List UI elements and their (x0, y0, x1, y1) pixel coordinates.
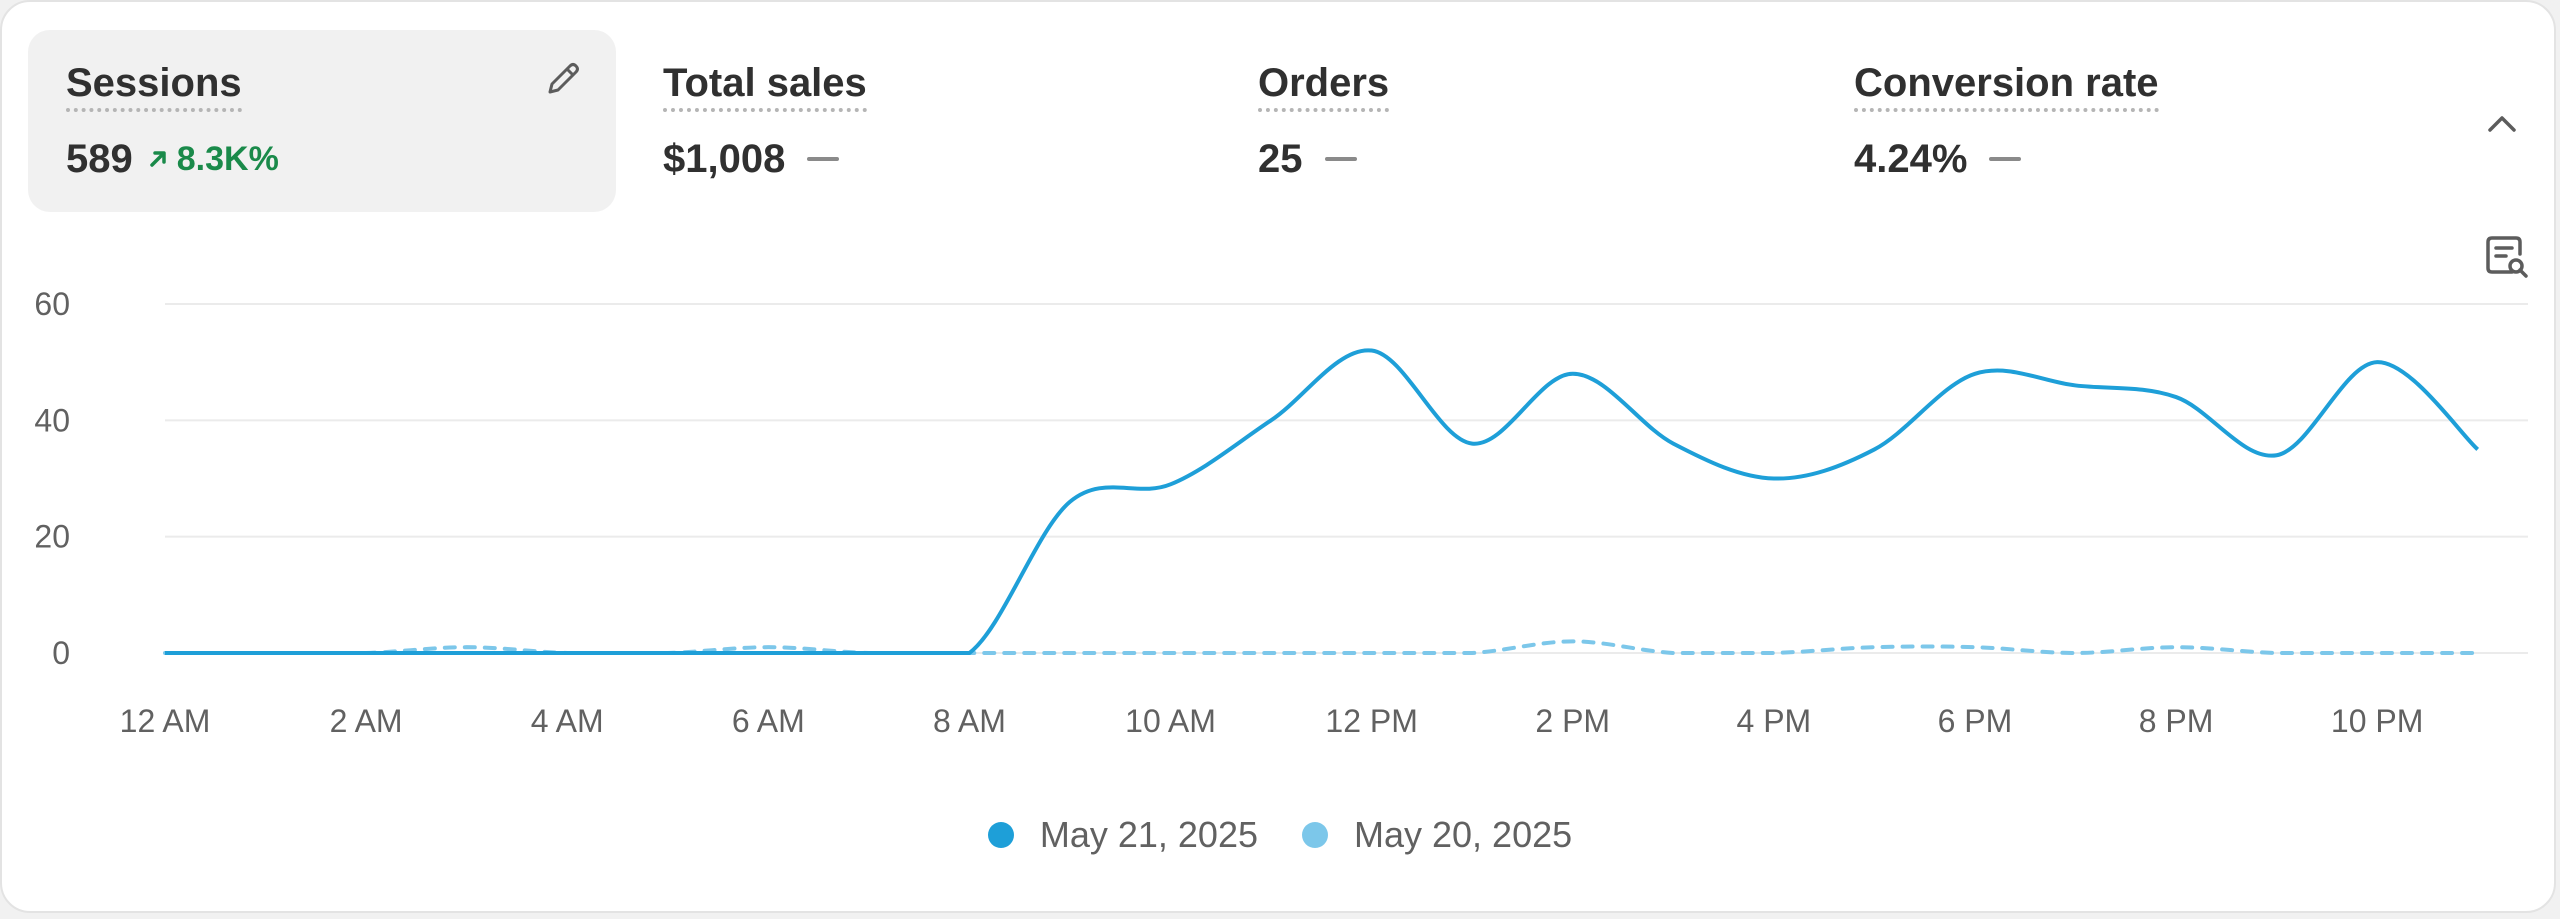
x-tick-label: 4 AM (531, 703, 604, 739)
metric-tab-orders[interactable]: Orders 25 (1220, 30, 1808, 212)
no-change-dash (807, 157, 840, 161)
no-change-dash (1989, 157, 2022, 161)
chart-legend: May 21, 2025 May 20, 2025 (2, 814, 2558, 856)
x-tick-label: 12 PM (1325, 703, 1417, 739)
x-tick-label: 10 AM (1125, 703, 1216, 739)
x-tick-label: 6 AM (732, 703, 805, 739)
arrow-up-right-icon (150, 151, 166, 167)
chevron-up-icon (2488, 116, 2516, 132)
metric-value: 589 (66, 136, 133, 181)
y-tick-label: 0 (52, 635, 70, 671)
metric-title[interactable]: Total sales (663, 60, 867, 112)
metric-tab-conversion-rate[interactable]: Conversion rate 4.24% (1816, 30, 2404, 212)
x-tick-label: 12 AM (120, 703, 211, 739)
x-tick-label: 2 AM (330, 703, 403, 739)
pencil-icon (548, 63, 579, 94)
x-tick-label: 4 PM (1737, 703, 1812, 739)
metric-title[interactable]: Orders (1258, 60, 1390, 112)
y-tick-label: 20 (34, 519, 70, 555)
y-tick-label: 40 (34, 402, 70, 438)
legend-dot-previous (1302, 822, 1328, 848)
metric-tab-sessions[interactable]: Sessions 589 8.3K% (28, 30, 616, 212)
x-tick-label: 2 PM (1535, 703, 1610, 739)
legend-label-previous: May 20, 2025 (1354, 814, 1573, 855)
metric-change-label: 8.3K% (176, 139, 279, 178)
collapse-button[interactable] (2476, 98, 2528, 150)
metric-tab-total-sales[interactable]: Total sales $1,008 (625, 30, 1213, 212)
legend-label-current: May 21, 2025 (1039, 814, 1258, 855)
no-change-dash (1324, 157, 1357, 161)
series-line-current (165, 348, 2480, 655)
x-tick-label: 10 PM (2331, 703, 2423, 739)
y-tick-label: 60 (34, 286, 70, 322)
edit-metric-button[interactable] (536, 54, 588, 106)
legend-item-previous[interactable]: May 20, 2025 (1302, 814, 1572, 856)
metric-value: $1,008 (663, 136, 786, 181)
legend-dot-current (987, 822, 1014, 848)
metric-title[interactable]: Sessions (66, 60, 242, 112)
legend-item-current[interactable]: May 21, 2025 (987, 814, 1258, 856)
explore-data-button[interactable] (2478, 228, 2534, 284)
metric-title[interactable]: Conversion rate (1854, 60, 2159, 112)
explore-data-icon (2486, 236, 2528, 278)
x-tick-label: 8 AM (933, 703, 1006, 739)
metric-value: 4.24% (1854, 136, 1968, 181)
sessions-line-chart: 0 20 40 60 12 AM 2 AM 4 AM 6 AM 8 AM 10 AM 12 PM 2 … (34, 286, 2528, 739)
metric-value: 25 (1258, 136, 1303, 181)
x-tick-label: 8 PM (2139, 703, 2214, 739)
x-tick-label: 6 PM (1938, 703, 2013, 739)
metric-change: 8.3K% (147, 140, 279, 179)
